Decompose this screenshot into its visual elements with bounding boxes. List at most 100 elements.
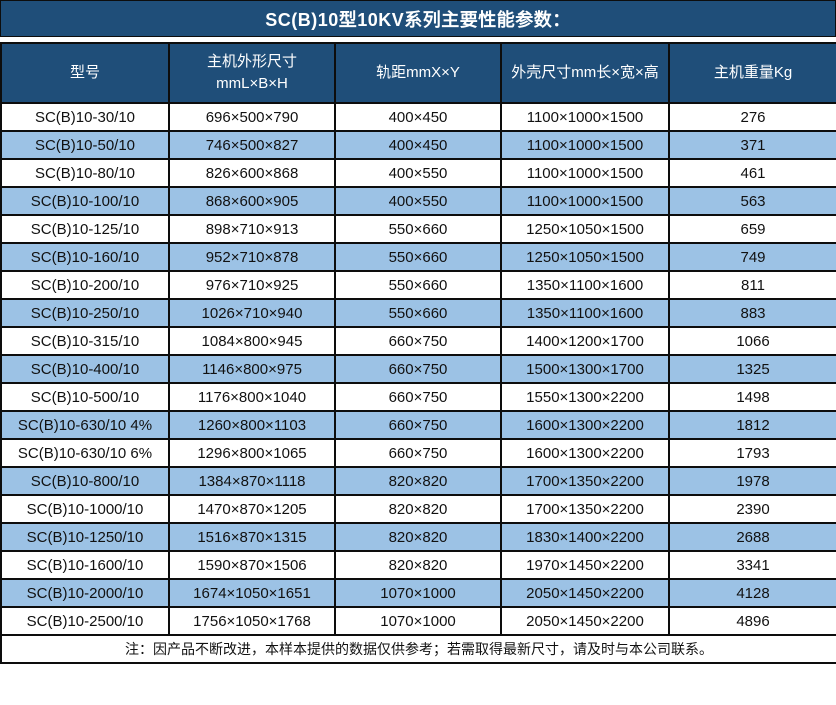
column-header-weight: 主机重量Kg bbox=[668, 42, 836, 104]
cell-model: SC(B)10-630/10 4% bbox=[0, 410, 170, 440]
cell-weight: 1978 bbox=[668, 466, 836, 496]
cell-rail-gauge: 400×450 bbox=[334, 130, 502, 160]
cell-model: SC(B)10-630/10 6% bbox=[0, 438, 170, 468]
cell-weight: 811 bbox=[668, 270, 836, 300]
cell-shell-dimensions: 1100×1000×1500 bbox=[500, 158, 670, 188]
cell-main-dimensions: 1296×800×1065 bbox=[168, 438, 336, 468]
table-title: SC(B)10型10KV系列主要性能参数： bbox=[0, 0, 836, 37]
cell-shell-dimensions: 1550×1300×2200 bbox=[500, 382, 670, 412]
cell-shell-dimensions: 2050×1450×2200 bbox=[500, 578, 670, 608]
cell-model: SC(B)10-80/10 bbox=[0, 158, 170, 188]
column-header-label: 主机外形尺寸 bbox=[206, 52, 297, 70]
table-row: SC(B)10-315/10 1084×800×945 660×750 1400×12… bbox=[0, 326, 836, 356]
cell-shell-dimensions: 1250×1050×1500 bbox=[500, 214, 670, 244]
cell-rail-gauge: 550×660 bbox=[334, 298, 502, 328]
cell-model: SC(B)10-2500/10 bbox=[0, 606, 170, 636]
column-header-sublabel: mmL×B×H bbox=[216, 75, 288, 92]
cell-weight: 1793 bbox=[668, 438, 836, 468]
table-row: SC(B)10-250/10 1026×710×940 550×660 1350×11… bbox=[0, 298, 836, 328]
cell-rail-gauge: 550×660 bbox=[334, 242, 502, 272]
column-header-rail-gauge: 轨距mmX×Y bbox=[334, 42, 502, 104]
cell-model: SC(B)10-250/10 bbox=[0, 298, 170, 328]
table-body: SC(B)10-30/10 696×500×790 400×450 1100×1000… bbox=[0, 102, 836, 636]
table-row: SC(B)10-800/10 1384×870×1118 820×820 1700×1… bbox=[0, 466, 836, 496]
cell-model: SC(B)10-1250/10 bbox=[0, 522, 170, 552]
cell-rail-gauge: 400×450 bbox=[334, 102, 502, 132]
column-header-main-dimensions: 主机外形尺寸 mmL×B×H bbox=[168, 42, 336, 104]
title-divider bbox=[0, 37, 836, 42]
cell-weight: 3341 bbox=[668, 550, 836, 580]
cell-rail-gauge: 660×750 bbox=[334, 382, 502, 412]
cell-main-dimensions: 952×710×878 bbox=[168, 242, 336, 272]
cell-shell-dimensions: 1700×1350×2200 bbox=[500, 466, 670, 496]
cell-main-dimensions: 1590×870×1506 bbox=[168, 550, 336, 580]
cell-main-dimensions: 868×600×905 bbox=[168, 186, 336, 216]
table-row: SC(B)10-30/10 696×500×790 400×450 1100×1000… bbox=[0, 102, 836, 132]
cell-weight: 1325 bbox=[668, 354, 836, 384]
cell-shell-dimensions: 1600×1300×2200 bbox=[500, 438, 670, 468]
cell-main-dimensions: 1260×800×1103 bbox=[168, 410, 336, 440]
cell-model: SC(B)10-160/10 bbox=[0, 242, 170, 272]
cell-model: SC(B)10-315/10 bbox=[0, 326, 170, 356]
cell-rail-gauge: 820×820 bbox=[334, 550, 502, 580]
cell-main-dimensions: 1026×710×940 bbox=[168, 298, 336, 328]
cell-weight: 659 bbox=[668, 214, 836, 244]
cell-rail-gauge: 820×820 bbox=[334, 466, 502, 496]
cell-weight: 749 bbox=[668, 242, 836, 272]
table-row: SC(B)10-2000/10 1674×1050×1651 1070×1000 20… bbox=[0, 578, 836, 608]
table-row: SC(B)10-100/10 868×600×905 400×550 1100×100… bbox=[0, 186, 836, 216]
cell-rail-gauge: 660×750 bbox=[334, 410, 502, 440]
column-header-label: 轨距mmX×Y bbox=[376, 63, 460, 81]
cell-main-dimensions: 826×600×868 bbox=[168, 158, 336, 188]
table-row: SC(B)10-1600/10 1590×870×1506 820×820 1970×… bbox=[0, 550, 836, 580]
cell-rail-gauge: 660×750 bbox=[334, 438, 502, 468]
cell-rail-gauge: 820×820 bbox=[334, 522, 502, 552]
column-header-shell-dimensions: 外壳尺寸mm长×宽×高 bbox=[500, 42, 670, 104]
table-footer: 注：因产品不断改进，本样本提供的数据仅供参考；若需取得最新尺寸，请及时与本公司联… bbox=[0, 634, 836, 664]
table-row: SC(B)10-400/10 1146×800×975 660×750 1500×13… bbox=[0, 354, 836, 384]
cell-model: SC(B)10-30/10 bbox=[0, 102, 170, 132]
cell-model: SC(B)10-50/10 bbox=[0, 130, 170, 160]
header-row: 型号 主机外形尺寸 mmL×B×H 轨距mmX×Y 外壳尺寸mm长×宽×高 主机… bbox=[0, 42, 836, 104]
cell-main-dimensions: 696×500×790 bbox=[168, 102, 336, 132]
note-text: 注：因产品不断改进，本样本提供的数据仅供参考；若需取得最新尺寸，请及时与本公司联… bbox=[0, 634, 836, 664]
cell-weight: 461 bbox=[668, 158, 836, 188]
cell-rail-gauge: 660×750 bbox=[334, 326, 502, 356]
cell-model: SC(B)10-800/10 bbox=[0, 466, 170, 496]
cell-rail-gauge: 400×550 bbox=[334, 158, 502, 188]
cell-shell-dimensions: 1350×1100×1600 bbox=[500, 298, 670, 328]
table-row: SC(B)10-630/10 4% 1260×800×1103 660×750 160… bbox=[0, 410, 836, 440]
cell-weight: 1066 bbox=[668, 326, 836, 356]
cell-weight: 276 bbox=[668, 102, 836, 132]
cell-weight: 4128 bbox=[668, 578, 836, 608]
table-row: SC(B)10-80/10 826×600×868 400×550 1100×1000… bbox=[0, 158, 836, 188]
cell-shell-dimensions: 1100×1000×1500 bbox=[500, 130, 670, 160]
cell-main-dimensions: 1084×800×945 bbox=[168, 326, 336, 356]
cell-weight: 883 bbox=[668, 298, 836, 328]
table-row: SC(B)10-1000/10 1470×870×1205 820×820 1700×… bbox=[0, 494, 836, 524]
cell-model: SC(B)10-2000/10 bbox=[0, 578, 170, 608]
cell-weight: 1498 bbox=[668, 382, 836, 412]
cell-rail-gauge: 820×820 bbox=[334, 494, 502, 524]
cell-shell-dimensions: 1600×1300×2200 bbox=[500, 410, 670, 440]
cell-weight: 1812 bbox=[668, 410, 836, 440]
cell-rail-gauge: 660×750 bbox=[334, 354, 502, 384]
table-row: SC(B)10-125/10 898×710×913 550×660 1250×105… bbox=[0, 214, 836, 244]
cell-weight: 563 bbox=[668, 186, 836, 216]
cell-shell-dimensions: 1830×1400×2200 bbox=[500, 522, 670, 552]
cell-weight: 371 bbox=[668, 130, 836, 160]
cell-main-dimensions: 1516×870×1315 bbox=[168, 522, 336, 552]
cell-main-dimensions: 1176×800×1040 bbox=[168, 382, 336, 412]
cell-main-dimensions: 1756×1050×1768 bbox=[168, 606, 336, 636]
cell-model: SC(B)10-125/10 bbox=[0, 214, 170, 244]
cell-shell-dimensions: 1250×1050×1500 bbox=[500, 242, 670, 272]
cell-weight: 2688 bbox=[668, 522, 836, 552]
table-row: SC(B)10-630/10 6% 1296×800×1065 660×750 160… bbox=[0, 438, 836, 468]
cell-shell-dimensions: 1970×1450×2200 bbox=[500, 550, 670, 580]
cell-model: SC(B)10-100/10 bbox=[0, 186, 170, 216]
cell-model: SC(B)10-200/10 bbox=[0, 270, 170, 300]
cell-rail-gauge: 400×550 bbox=[334, 186, 502, 216]
cell-main-dimensions: 1470×870×1205 bbox=[168, 494, 336, 524]
cell-rail-gauge: 1070×1000 bbox=[334, 578, 502, 608]
